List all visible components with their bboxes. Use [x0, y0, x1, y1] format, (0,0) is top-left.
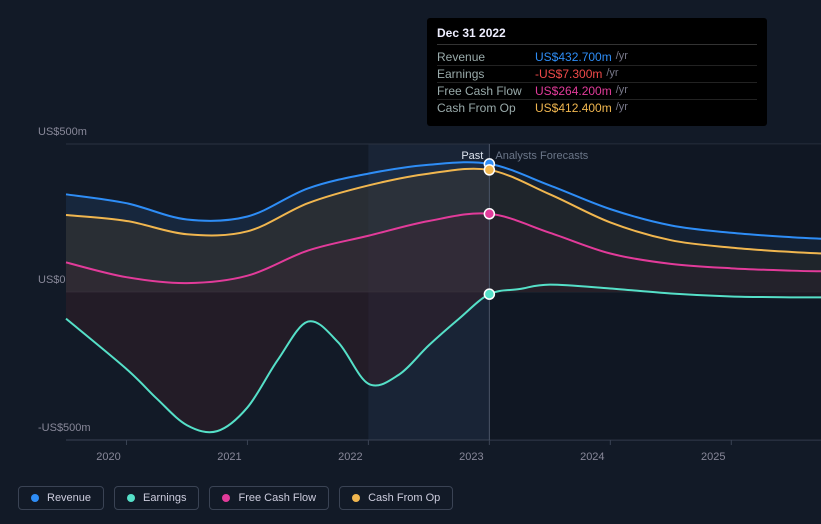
marker-cash_from_op — [484, 165, 494, 175]
tooltip-row-unit: /yr — [616, 84, 628, 98]
tooltip-row-unit: /yr — [616, 50, 628, 64]
tooltip-row: Cash From OpUS$412.400m/yr — [437, 100, 757, 116]
tooltip-row-value: -US$7.300m — [535, 67, 602, 81]
legend-item-earnings[interactable]: Earnings — [114, 486, 199, 510]
tooltip-row-value: US$412.400m — [535, 101, 612, 115]
x-tick-label: 2020 — [96, 451, 120, 463]
tooltip-row: Earnings-US$7.300m/yr — [437, 66, 757, 83]
legend-label: Cash From Op — [368, 492, 440, 504]
x-tick-label: 2023 — [459, 451, 483, 463]
past-label: Past — [461, 150, 483, 162]
tooltip-row-label: Free Cash Flow — [437, 84, 535, 98]
legend-label: Free Cash Flow — [238, 492, 316, 504]
tooltip-row-label: Earnings — [437, 67, 535, 81]
legend-label: Earnings — [143, 492, 186, 504]
legend-swatch — [31, 494, 39, 502]
x-axis-labels: 2020 2021 2022 2023 2024 2025 — [48, 451, 804, 471]
tooltip-row-value: US$432.700m — [535, 50, 612, 64]
plot-svg — [66, 144, 821, 440]
legend-label: Revenue — [47, 492, 91, 504]
chart-legend: Revenue Earnings Free Cash Flow Cash From O… — [18, 486, 453, 510]
legend-item-revenue[interactable]: Revenue — [18, 486, 104, 510]
marker-earnings — [484, 289, 494, 299]
legend-item-free_cash_flow[interactable]: Free Cash Flow — [209, 486, 329, 510]
legend-swatch — [352, 494, 360, 502]
y-tick-label: US$0 — [38, 274, 66, 286]
tooltip-row-unit: /yr — [616, 101, 628, 115]
tooltip-title: Dec 31 2022 — [437, 26, 757, 45]
x-tick-label: 2025 — [701, 451, 725, 463]
chart-tooltip: Dec 31 2022 RevenueUS$432.700m/yrEarning… — [427, 18, 767, 126]
legend-swatch — [127, 494, 135, 502]
x-tick-label: 2022 — [338, 451, 362, 463]
forecast-label: Analysts Forecasts — [495, 150, 588, 162]
tooltip-row-value: US$264.200m — [535, 84, 612, 98]
x-tick-label: 2021 — [217, 451, 241, 463]
tooltip-row-label: Revenue — [437, 50, 535, 64]
legend-swatch — [222, 494, 230, 502]
x-tick-label: 2024 — [580, 451, 604, 463]
tooltip-row: Free Cash FlowUS$264.200m/yr — [437, 83, 757, 100]
y-tick-label: US$500m — [38, 126, 87, 138]
y-tick-label: -US$500m — [38, 422, 91, 434]
marker-free_cash_flow — [484, 209, 494, 219]
tooltip-row-label: Cash From Op — [437, 101, 535, 115]
tooltip-row: RevenueUS$432.700m/yr — [437, 49, 757, 66]
tooltip-row-unit: /yr — [606, 67, 618, 81]
legend-item-cash_from_op[interactable]: Cash From Op — [339, 486, 453, 510]
